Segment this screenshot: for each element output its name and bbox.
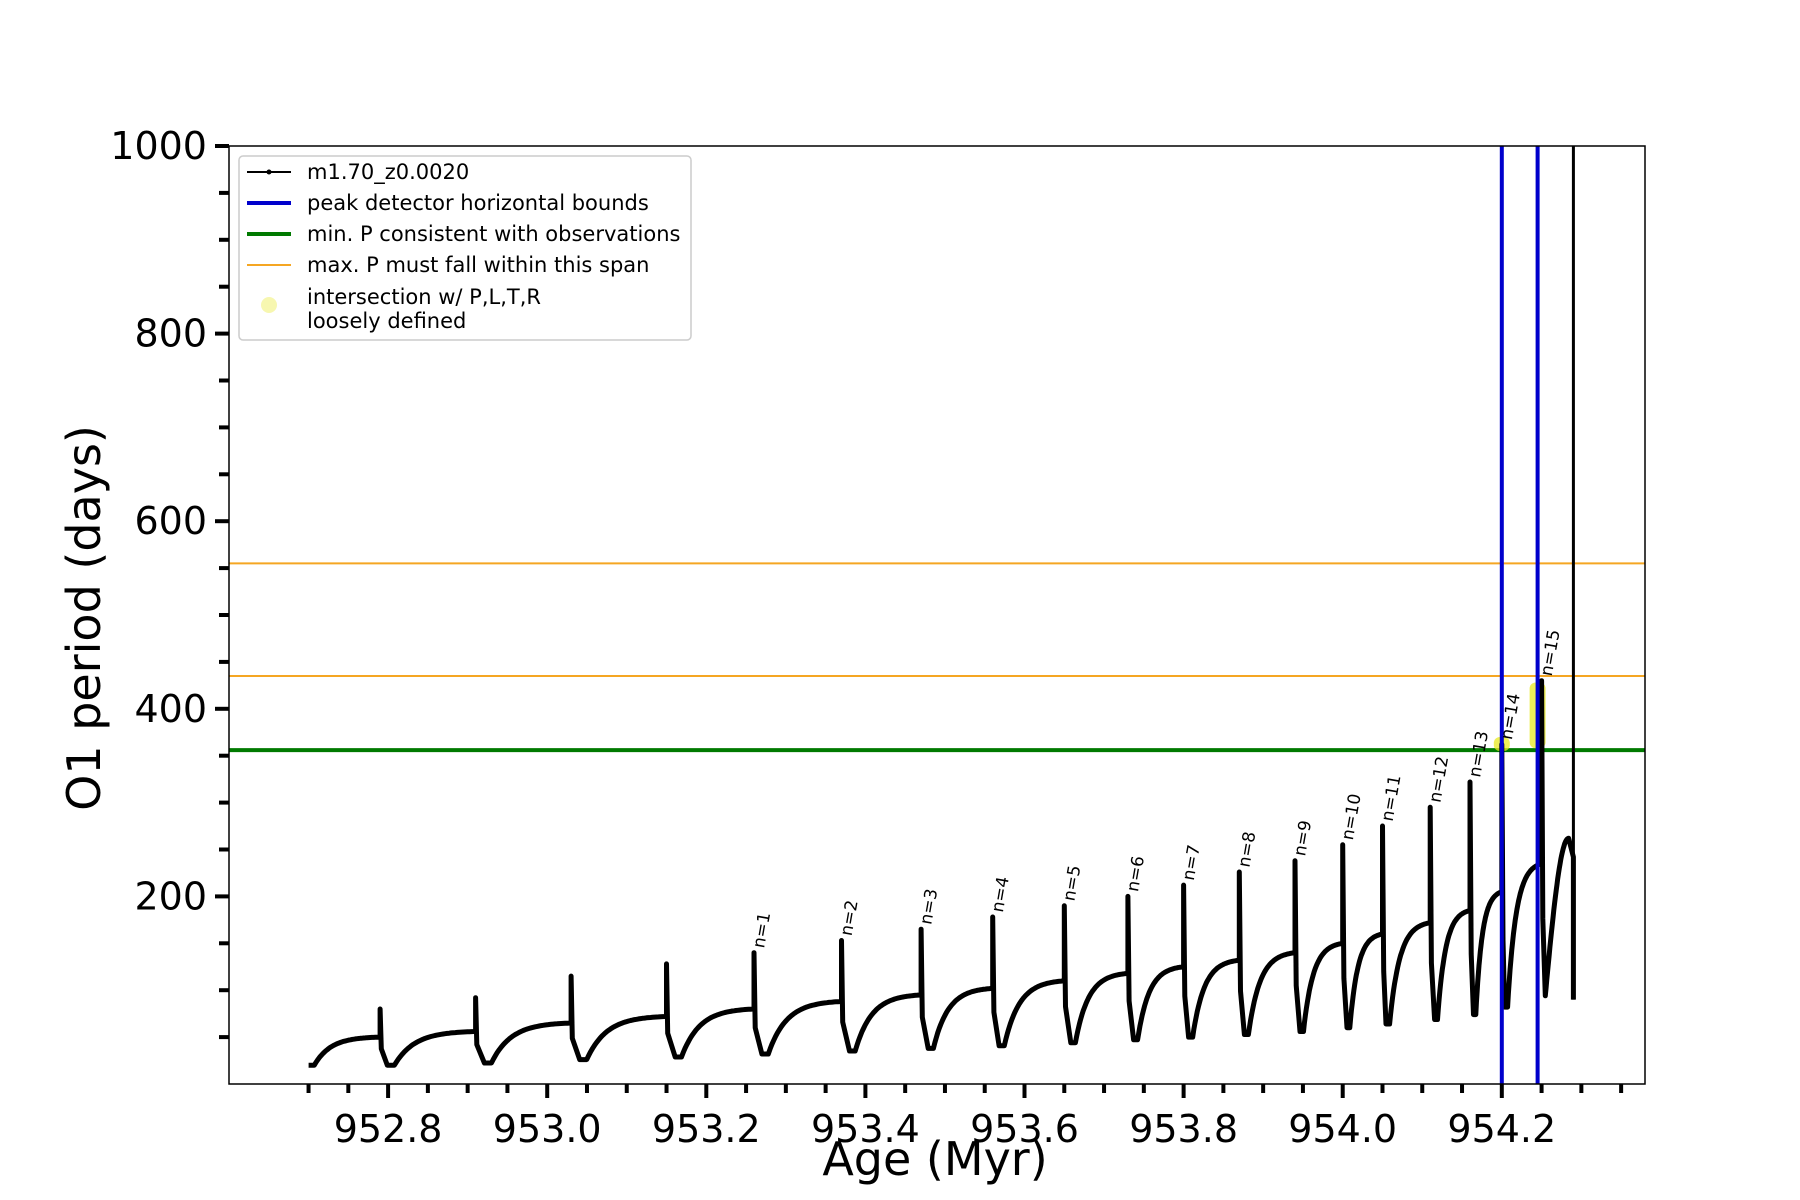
legend-label: min. P consistent with observations (307, 222, 680, 246)
y-tick-label: 600 (134, 499, 207, 543)
legend-label: peak detector horizontal bounds (307, 191, 649, 215)
y-tick-label: 400 (134, 687, 207, 731)
peak-label: n=9 (1290, 819, 1316, 858)
peak-label: n=15 (1537, 628, 1565, 677)
x-tick-label: 952.8 (334, 1107, 443, 1151)
legend-box (238, 155, 692, 341)
peak-label: n=7 (1179, 843, 1205, 882)
x-tick-label: 953.6 (970, 1107, 1079, 1151)
peak-label: n=13 (1465, 729, 1493, 778)
peak-label: n=12 (1425, 755, 1453, 804)
peak-label: n=3 (916, 887, 942, 926)
y-tick-label: 800 (134, 312, 207, 356)
x-tick-label: 953.0 (493, 1107, 602, 1151)
legend-label: loosely defined (307, 309, 466, 333)
plot-area: n=1 n=2 n=3 n=4 n=5 n=6 n=7 n=8 n=9 n=10 n=11 n=12 n… (229, 146, 1645, 1084)
peak-label: n=4 (988, 875, 1014, 914)
x-tick-label: 953.4 (811, 1107, 920, 1151)
peak-label: n=6 (1123, 854, 1149, 893)
y-tick-label: 200 (134, 874, 207, 918)
period-curve (308, 678, 1576, 1068)
y-axis-title: O1 period (days) (57, 425, 111, 811)
x-tick-label: 954.0 (1288, 1107, 1397, 1151)
plot-content (229, 146, 1645, 1084)
x-tick-label: 954.2 (1447, 1107, 1556, 1151)
peak-label: n=5 (1060, 864, 1086, 903)
peak-label: n=10 (1338, 792, 1366, 841)
peak-label: n=11 (1378, 773, 1406, 822)
peak-label: n=8 (1235, 830, 1261, 869)
legend-swatch (261, 297, 277, 313)
axes: 200 400 600 800 1000 952.8 953.0 953.2 953.4 953.… (110, 124, 1646, 1151)
x-tick-label: 953.2 (652, 1107, 761, 1151)
y-tick-label: 1000 (110, 124, 207, 168)
peak-label: n=2 (837, 899, 863, 938)
legend-label: max. P must fall within this span (307, 253, 649, 277)
legend-swatch-dot (266, 169, 272, 175)
legend-label: m1.70_z0.0020 (307, 160, 469, 185)
x-tick-label: 953.8 (1129, 1107, 1238, 1151)
peak-label: n=1 (749, 911, 775, 950)
legend-label: intersection w/ P,L,T,R (307, 285, 541, 309)
x-axis-title: Age (Myr) (822, 1132, 1047, 1186)
